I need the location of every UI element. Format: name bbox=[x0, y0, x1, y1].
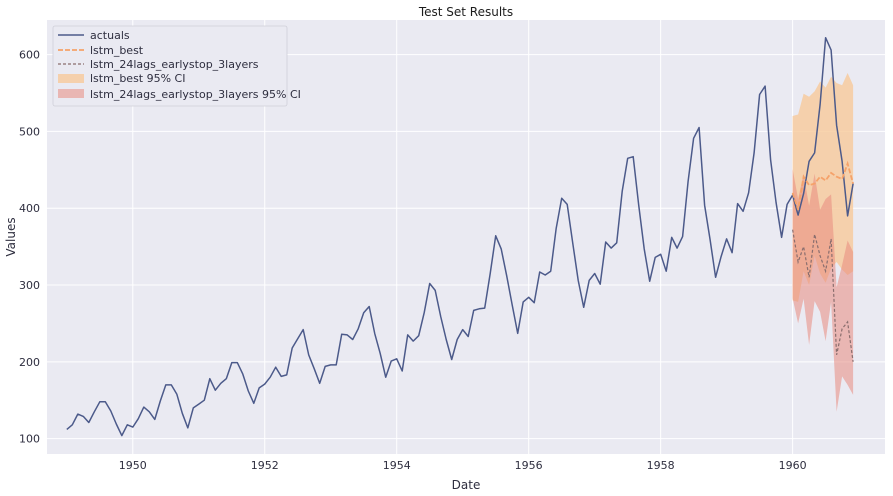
legend-swatch-lstm-best-ci bbox=[58, 74, 84, 83]
series-lines bbox=[66, 36, 854, 437]
y-tick-label: 300 bbox=[19, 279, 40, 292]
y-tick-label: 500 bbox=[19, 125, 40, 138]
grid bbox=[47, 20, 885, 454]
legend-label-lstm-24lags: lstm_24lags_earlystop_3layers bbox=[90, 58, 259, 71]
legend-label-actuals: actuals bbox=[90, 29, 130, 42]
x-tick-label: 1950 bbox=[119, 459, 147, 472]
x-tick-label: 1952 bbox=[251, 459, 279, 472]
x-tick-label: 1960 bbox=[779, 459, 807, 472]
legend-swatch-lstm-24lags-ci bbox=[58, 89, 84, 98]
y-tick-label: 400 bbox=[19, 202, 40, 215]
legend-box bbox=[52, 25, 288, 107]
y-tick-label: 200 bbox=[19, 356, 40, 369]
y-tick-label: 100 bbox=[19, 433, 40, 446]
series-line-lstm-best bbox=[791, 160, 854, 210]
series-line-lstm-24lags bbox=[792, 229, 854, 362]
y-axis-title: Values bbox=[4, 217, 18, 256]
x-tick-label: 1956 bbox=[515, 459, 543, 472]
legend-label-lstm-24lags-ci: lstm_24lags_earlystop_3layers 95% CI bbox=[90, 88, 301, 101]
chart-title: Test Set Results bbox=[418, 5, 513, 19]
series-line-actuals bbox=[66, 36, 854, 437]
x-tick-label: 1958 bbox=[647, 459, 675, 472]
legend-label-lstm-best-ci: lstm_best 95% CI bbox=[90, 72, 185, 85]
x-axis-title: Date bbox=[452, 478, 481, 492]
legend: actuals lstm_best lstm_24lags_earlystop_… bbox=[52, 25, 301, 107]
x-tick-label: 1954 bbox=[383, 459, 411, 472]
tick-labels: 1950 1952 1954 1956 1958 1960 100 200 300 400 500 6… bbox=[19, 49, 807, 472]
y-tick-label: 600 bbox=[19, 49, 40, 62]
legend-label-lstm-best: lstm_best bbox=[90, 44, 144, 57]
